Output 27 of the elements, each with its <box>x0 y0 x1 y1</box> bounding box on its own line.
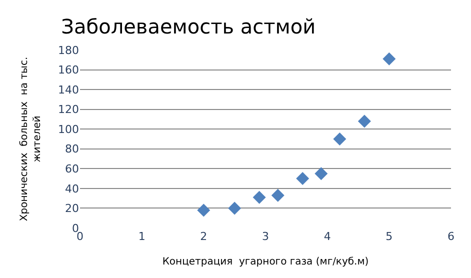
point <box>333 132 346 146</box>
point <box>358 114 371 128</box>
x-tick-label: 4 <box>324 230 331 243</box>
y-tick-label: 100 <box>58 122 79 136</box>
y-tick-label: 180 <box>58 44 79 57</box>
point <box>271 188 284 202</box>
x-tick-label: 6 <box>448 230 454 243</box>
y-tick-label: 140 <box>58 83 79 96</box>
x-tick-label: 2 <box>200 230 208 243</box>
y-tick-label: 40 <box>65 182 79 196</box>
y-axis-title: Хронических больных на тыс. жителей <box>19 56 43 222</box>
point <box>382 52 396 66</box>
y-tick-label: 120 <box>58 103 79 116</box>
x-tick-label: 5 <box>386 230 393 243</box>
x-axis-title: Концетрация угарного газа (мг/куб.м) <box>162 256 369 268</box>
y-tick-label: 20 <box>65 202 79 216</box>
y-tick-label: 160 <box>58 64 79 77</box>
point <box>296 172 310 186</box>
x-tick-label: 3 <box>262 230 269 243</box>
point <box>252 190 266 204</box>
y-tick-label: 60 <box>65 162 79 176</box>
point <box>228 202 242 215</box>
point <box>314 167 328 180</box>
chart-title: Заболеваемость астмой <box>61 14 316 38</box>
point <box>197 204 210 217</box>
y-tick-label: 80 <box>65 142 79 156</box>
x-tick-label: 1 <box>138 230 146 243</box>
